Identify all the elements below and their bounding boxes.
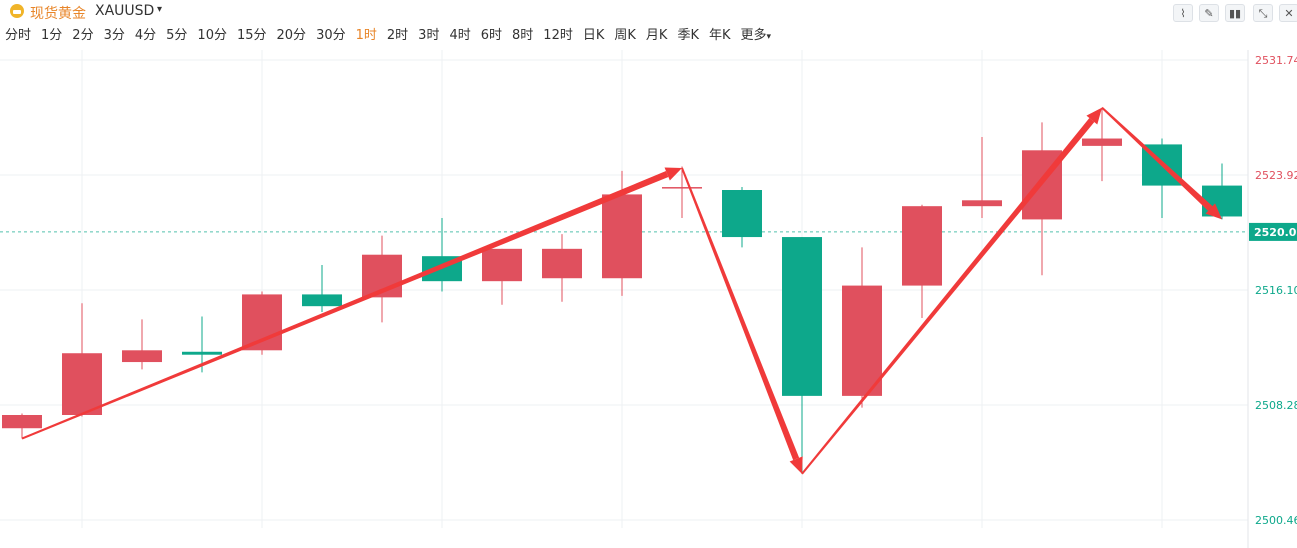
candle-body-3 [182, 351, 222, 355]
period-tab-2[interactable]: 2分 [72, 28, 94, 43]
period-tab-13[interactable]: 4时 [449, 28, 471, 43]
trend-arrow-3 [1101, 106, 1222, 220]
y-tick-label: 2500.46 [1255, 514, 1297, 527]
period-tab-6[interactable]: 10分 [197, 28, 227, 43]
period-tab-0[interactable]: 分时 [5, 28, 32, 43]
period-tab-9[interactable]: 30分 [316, 28, 346, 43]
candle-body-9 [542, 248, 582, 279]
indicator-icon[interactable]: ⌇ [1173, 4, 1193, 22]
candle-icon[interactable]: ▮▮ [1225, 4, 1245, 22]
candle-body-0 [2, 415, 42, 429]
more-caret-icon: ▾ [766, 32, 772, 42]
candle-body-12 [722, 190, 762, 238]
candle-body-5 [302, 294, 342, 307]
candle-body-16 [962, 200, 1002, 207]
period-tab-18[interactable]: 周K [614, 28, 636, 43]
period-tab-15[interactable]: 8时 [512, 28, 534, 43]
chart-tools-right: ⤡ ✕ [1253, 4, 1297, 24]
candle-body-2 [122, 350, 162, 363]
symbol-dropdown-caret-icon[interactable]: ▾ [157, 4, 163, 15]
close-icon[interactable]: ✕ [1279, 4, 1297, 22]
candle-body-18 [1082, 138, 1122, 146]
y-tick-label: 2516.10 [1255, 284, 1297, 297]
period-tab-1[interactable]: 1分 [41, 28, 63, 43]
period-tab-5[interactable]: 5分 [166, 28, 188, 43]
period-tab-11[interactable]: 2时 [386, 28, 409, 43]
period-tabs: 分时 1分 2分 3分 4分 5分 10分 15分 20分 30分 1时 2时 3时 4时 6时 8时 12时日… [0, 27, 776, 47]
gold-logo-icon [10, 4, 24, 18]
period-tab-12[interactable]: 3时 [418, 28, 440, 43]
current-price-label: 2520.0 [1254, 226, 1297, 239]
candle-body-10 [602, 194, 642, 279]
y-tick-label: 2523.92 [1255, 169, 1297, 182]
period-tab-17[interactable]: 日K [582, 28, 605, 43]
period-tab-8[interactable]: 20分 [276, 28, 307, 43]
trend-arrow-1 [681, 167, 803, 474]
period-tab-21[interactable]: 年K [708, 28, 731, 43]
current-price-tag [1249, 222, 1297, 241]
period-tab-3[interactable]: 3分 [103, 28, 125, 43]
collapse-icon[interactable]: ⤡ [1253, 4, 1273, 22]
period-tab-22[interactable]: 更多▾ [740, 28, 772, 43]
candle-body-14 [842, 285, 882, 396]
candle-body-1 [62, 353, 102, 415]
candle-body-13 [782, 237, 822, 396]
candle-body-8 [482, 248, 522, 282]
instrument-name[interactable]: 现货黄金 [30, 6, 86, 22]
period-tab-16[interactable]: 12时 [543, 28, 573, 43]
y-tick-label: 2531.74 [1255, 54, 1297, 67]
instrument-symbol[interactable]: XAUUSD [95, 3, 155, 19]
y-tick-label: 2508.28 [1255, 399, 1297, 412]
period-tab-14[interactable]: 6时 [480, 28, 503, 43]
period-tab-7[interactable]: 15分 [236, 28, 267, 43]
title-bar: 现货黄金 XAUUSD ▾ ⌇ ✎ ▮▮ ⤡ ✕ [0, 0, 1297, 24]
trend-arrow-0 [21, 167, 682, 440]
period-tab-20[interactable]: 季K [677, 28, 699, 43]
candle-body-15 [902, 206, 942, 286]
trend-arrow-2 [801, 107, 1102, 475]
candle-body-11 [662, 187, 702, 189]
period-tab-19[interactable]: 月K [645, 28, 668, 43]
pen-icon[interactable]: ✎ [1199, 4, 1219, 22]
chart-tools-left: ⌇ ✎ ▮▮ [1173, 4, 1245, 24]
period-tab-10[interactable]: 1时 [355, 28, 377, 43]
period-tab-4[interactable]: 4分 [134, 28, 157, 43]
